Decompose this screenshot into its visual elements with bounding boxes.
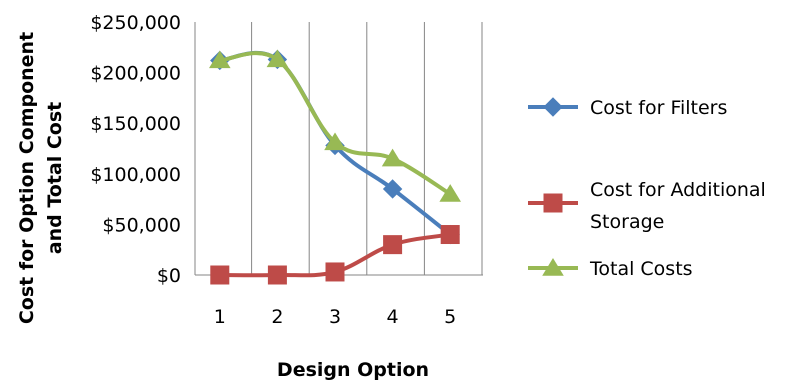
gridlines [194, 22, 483, 275]
legend-label: Cost for Filters [590, 97, 727, 119]
legend-label: Total Costs [589, 258, 693, 280]
triangle-marker [209, 50, 231, 69]
x-tick-label: 3 [329, 306, 341, 328]
legend-label: Cost for Additional [590, 179, 766, 201]
x-tick-label: 5 [444, 306, 456, 328]
x-axis-title: Design Option [277, 359, 429, 381]
square-marker [543, 193, 563, 213]
x-tick-label: 2 [271, 306, 283, 328]
square-marker [210, 265, 230, 285]
series-3 [209, 49, 461, 202]
square-marker [383, 235, 403, 255]
square-marker [325, 262, 345, 282]
square-marker [440, 225, 460, 245]
y-axis-title-line1: Cost for Option Component [16, 32, 38, 324]
legend: Cost for Filters Cost for Additional Stora… [528, 97, 766, 280]
square-marker [267, 265, 287, 285]
y-tick-label: $0 [157, 265, 181, 287]
triangle-marker [324, 132, 346, 151]
series-2 [210, 225, 460, 285]
x-tick-label: 1 [214, 306, 226, 328]
triangle-marker [542, 258, 564, 276]
legend-label-line2: Storage [590, 211, 664, 233]
triangle-marker [266, 49, 289, 68]
series-line [217, 51, 453, 197]
y-axis-ticks: $0 $50,000 $100,000 $150,000 $200,000 $250,00… [90, 12, 181, 287]
x-tick-label: 4 [387, 306, 399, 328]
series-layer [209, 49, 461, 285]
diamond-marker [543, 97, 563, 117]
y-tick-label: $200,000 [90, 63, 181, 85]
y-tick-label: $150,000 [90, 113, 181, 135]
y-tick-label: $50,000 [102, 214, 181, 236]
x-axis-ticks: 1 2 3 4 5 [214, 306, 456, 328]
triangle-marker [381, 148, 404, 167]
triangle-marker [439, 184, 461, 202]
y-tick-label: $250,000 [90, 12, 181, 34]
diamond-marker [382, 179, 403, 199]
y-tick-label: $100,000 [90, 164, 181, 186]
y-axis-title-line2: and Total Cost [44, 102, 66, 254]
